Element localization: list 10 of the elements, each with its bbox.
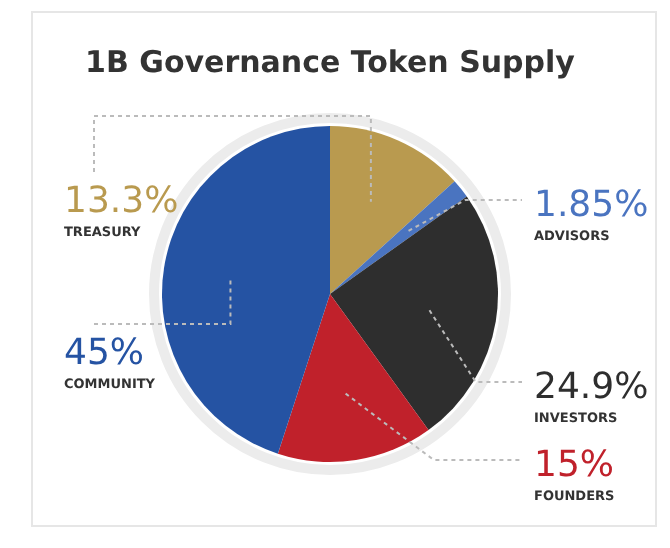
pie-slice (330, 126, 455, 294)
pie-slice (330, 181, 467, 294)
chart-title: 1B Governance Token Supply (85, 44, 576, 80)
data-label: 1.85% (534, 184, 649, 226)
data-label: 45% (64, 332, 145, 374)
data-label: 13.3% (64, 180, 179, 222)
data-label: 24.9% (534, 366, 649, 408)
data-label: 15% (534, 444, 615, 486)
pie-slice (330, 196, 498, 431)
pie-slice (277, 294, 429, 462)
